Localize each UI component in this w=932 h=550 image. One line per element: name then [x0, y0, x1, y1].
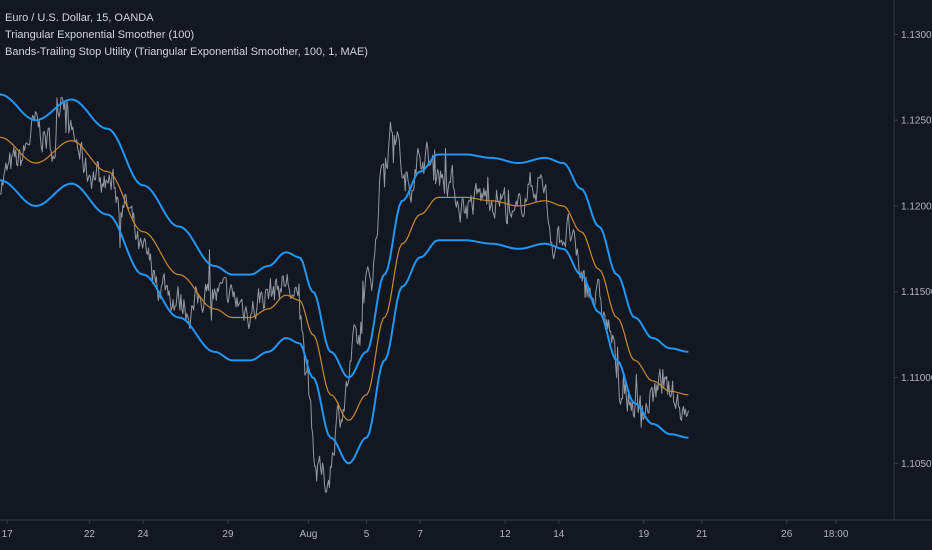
y-tick-label: 1.11000 [901, 373, 932, 384]
x-tick-label: 24 [137, 529, 149, 540]
y-tick-label: 1.10500 [901, 459, 932, 470]
y-tick-label: 1.13000 [901, 30, 932, 41]
series-layer [0, 93, 689, 493]
y-tick-label: 1.12000 [901, 201, 932, 212]
time-axis[interactable]: 17 22 24 29 Aug 5 7 12 14 19 21 26 18:00 [2, 520, 849, 540]
x-tick-label: 7 [417, 529, 423, 540]
legend-symbol[interactable]: Euro / U.S. Dollar, 15, OANDA [5, 12, 154, 24]
x-tick-label: 19 [638, 529, 650, 540]
chart-legend: Euro / U.S. Dollar, 15, OANDA Triangular… [5, 10, 368, 61]
x-tick-label: 29 [222, 529, 234, 540]
legend-indicator-bands[interactable]: Bands-Trailing Stop Utility (Triangular … [5, 46, 368, 58]
legend-indicator-smoother[interactable]: Triangular Exponential Smoother (100) [5, 29, 195, 41]
price-series-line[interactable] [0, 96, 689, 493]
upper-band-line[interactable] [0, 93, 689, 379]
x-tick-label: Aug [300, 529, 318, 540]
lower-band-line[interactable] [0, 179, 689, 465]
x-tick-label: 22 [84, 529, 96, 540]
x-tick-label: 26 [781, 529, 793, 540]
x-tick-label: 21 [696, 529, 708, 540]
x-tick-label: 14 [553, 529, 565, 540]
x-tick-label: 12 [500, 529, 512, 540]
price-axis[interactable]: 1.13000 1.12500 1.12000 1.11500 1.11000 1.105… [894, 30, 932, 470]
x-tick-label: 5 [364, 529, 370, 540]
x-tick-label: 17 [2, 529, 14, 540]
y-tick-label: 1.12500 [901, 116, 932, 127]
smoother-series-line[interactable] [0, 136, 689, 422]
y-tick-label: 1.11500 [901, 287, 932, 298]
x-tick-label: 18:00 [823, 529, 848, 540]
